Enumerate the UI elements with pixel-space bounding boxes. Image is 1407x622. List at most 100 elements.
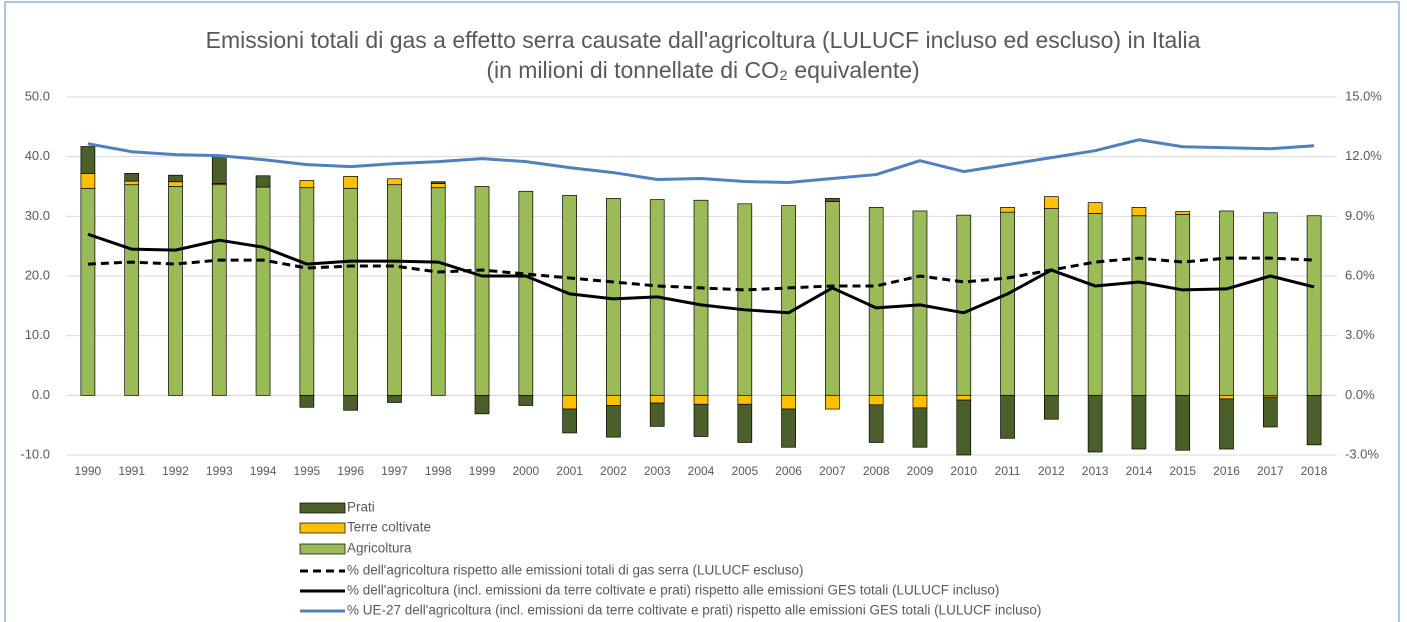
x-tick-label: 2009	[907, 464, 934, 478]
bar	[1175, 211, 1191, 215]
bar	[1000, 211, 1015, 396]
y2-tick-label: 9.0%	[1345, 208, 1375, 223]
bar	[430, 181, 446, 184]
bar	[781, 394, 796, 410]
bar	[912, 394, 928, 409]
x-tick-label: 2008	[863, 464, 890, 478]
y2-tick-label: 0.0%	[1345, 387, 1375, 402]
x-tick-label: 2013	[1082, 464, 1109, 478]
bar	[80, 146, 96, 174]
y-tick-label: 10.0	[25, 327, 50, 342]
bar	[387, 178, 402, 186]
bar	[211, 156, 227, 184]
bar	[1043, 394, 1059, 420]
line	[87, 138, 1315, 185]
x-tick-label: 2005	[731, 464, 758, 478]
bar	[124, 184, 140, 396]
bar	[912, 210, 928, 396]
bar	[1262, 396, 1278, 428]
bar	[387, 394, 402, 403]
bar	[1306, 394, 1322, 446]
bar	[1131, 394, 1147, 450]
y-tick-label: -10.0	[20, 446, 50, 461]
legend-label: Prati	[347, 500, 375, 515]
y-tick-label: 20.0	[25, 267, 50, 282]
x-tick-label: 2007	[819, 464, 846, 478]
line	[87, 256, 1315, 292]
x-tick-label: 1995	[294, 464, 321, 478]
x-tick-label: 2003	[644, 464, 671, 478]
bar	[518, 190, 534, 396]
bar	[956, 214, 972, 396]
bar	[299, 187, 315, 396]
x-tick-label: 2014	[1126, 464, 1153, 478]
line	[87, 232, 1315, 315]
x-tick-label: 1992	[162, 464, 189, 478]
legend-label: % dell'agricoltura (incl. emissioni da t…	[347, 583, 999, 598]
x-tick-label: 2016	[1213, 464, 1240, 478]
legend-label: Terre coltivate	[347, 520, 431, 535]
x-tick-label: 1998	[425, 464, 452, 478]
y2-tick-label: -3.0%	[1345, 446, 1379, 461]
x-tick-label: 1996	[337, 464, 364, 478]
bar	[825, 201, 840, 396]
bar	[1219, 394, 1234, 400]
legend-label: % UE-27 dell'agricoltura (incl. emission…	[347, 603, 1041, 618]
x-tick-label: 2000	[512, 464, 539, 478]
bar	[1131, 215, 1147, 396]
legend-label: % dell'agricoltura rispetto alle emissio…	[347, 563, 804, 578]
legend-label: Agricoltura	[347, 541, 412, 556]
chart-title: Emissioni totali di gas a effetto serra …	[206, 27, 1201, 53]
bar	[1219, 398, 1234, 450]
x-tick-label: 2006	[775, 464, 802, 478]
x-tick-label: 2002	[600, 464, 627, 478]
legend-swatch	[299, 543, 346, 555]
bar	[80, 173, 96, 189]
bar	[1219, 210, 1234, 396]
bar	[737, 203, 753, 396]
x-tick-label: 2010	[950, 464, 977, 478]
bar	[781, 408, 796, 448]
legend-swatch	[299, 502, 346, 514]
bar	[387, 184, 402, 396]
bar	[781, 205, 796, 396]
bar	[606, 394, 621, 406]
x-tick-label: 1990	[75, 464, 102, 478]
bar	[649, 394, 665, 404]
y-tick-label: 0.0	[32, 387, 50, 402]
bar	[693, 394, 709, 405]
bar	[343, 394, 359, 411]
bar	[1306, 215, 1322, 396]
x-tick-label: 2011	[995, 464, 1021, 478]
y2-tick-label: 12.0%	[1345, 148, 1382, 163]
bar	[1131, 207, 1147, 217]
bar	[430, 183, 446, 189]
bar	[649, 402, 665, 427]
bar	[825, 198, 840, 202]
bar	[168, 186, 183, 396]
bar	[299, 394, 315, 408]
x-tick-label: 1994	[250, 464, 277, 478]
legend-swatch	[299, 522, 346, 534]
bar	[1043, 196, 1059, 209]
bar	[1087, 394, 1103, 453]
bar	[1087, 213, 1103, 396]
bar	[1087, 202, 1103, 214]
x-tick-label: 2017	[1257, 464, 1284, 478]
bar	[956, 399, 972, 456]
bar	[868, 394, 884, 406]
y-tick-label: 50.0	[25, 88, 50, 103]
x-tick-label: 1993	[206, 464, 233, 478]
bar	[168, 181, 183, 187]
y2-tick-label: 6.0%	[1345, 267, 1375, 282]
bar	[1262, 212, 1278, 396]
x-tick-label: 2004	[688, 464, 715, 478]
bar	[1000, 207, 1015, 213]
x-tick-label: 1991	[118, 464, 145, 478]
bar	[124, 180, 140, 186]
bar	[518, 394, 534, 406]
x-tick-label: 2001	[556, 464, 583, 478]
y-tick-label: 40.0	[25, 148, 50, 163]
chart-subtitle: (in milioni di tonnellate di CO₂ equival…	[486, 57, 919, 83]
